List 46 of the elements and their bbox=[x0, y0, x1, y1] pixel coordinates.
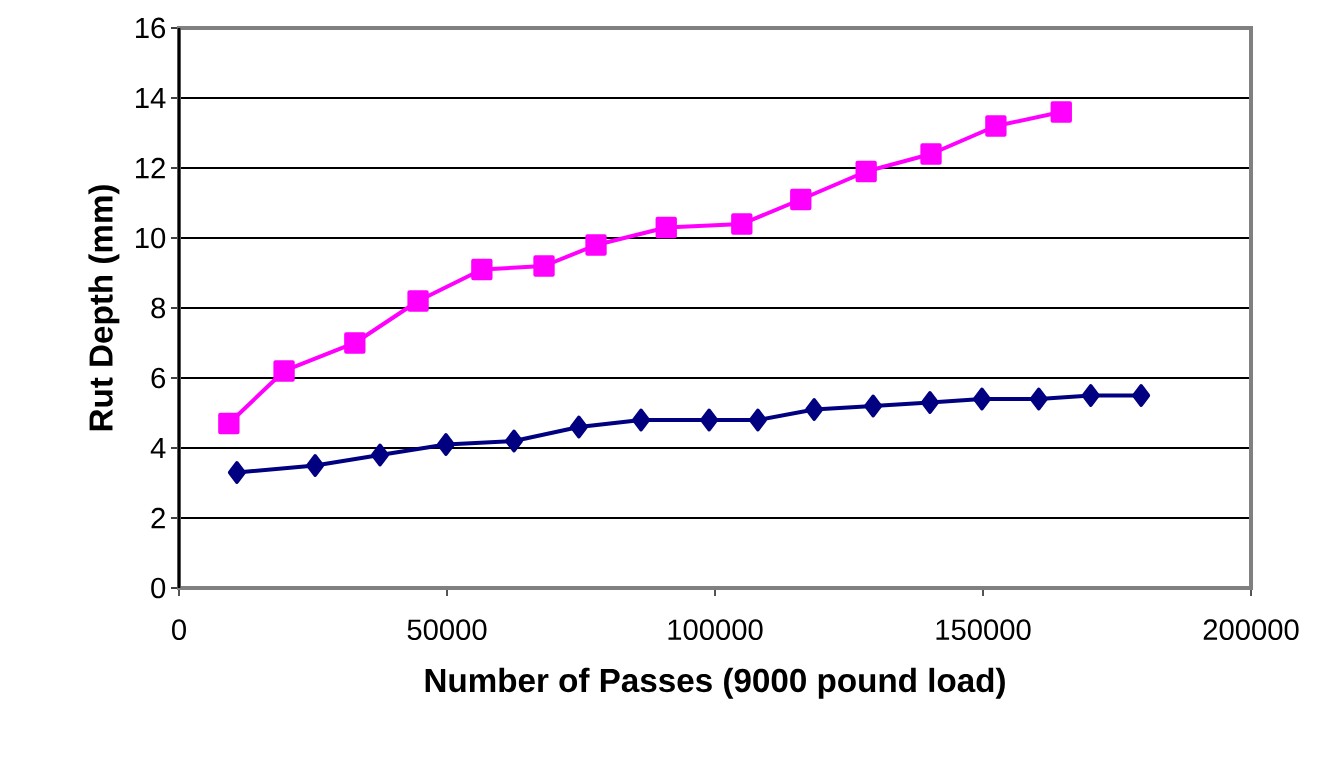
point bbox=[748, 408, 767, 432]
y-tick-label: 4 bbox=[150, 437, 166, 459]
point bbox=[227, 461, 246, 484]
point bbox=[790, 188, 812, 211]
y-tick-label: 16 bbox=[136, 17, 166, 39]
y-tick-label: 10 bbox=[136, 227, 166, 249]
y-tick-label: 12 bbox=[136, 157, 165, 179]
point bbox=[371, 443, 390, 467]
point bbox=[1081, 384, 1100, 407]
point bbox=[972, 387, 991, 411]
point bbox=[407, 290, 429, 312]
y-tick-label: 6 bbox=[151, 367, 166, 389]
point bbox=[805, 398, 824, 421]
point bbox=[436, 433, 455, 456]
x-tick-label: 200000 bbox=[1203, 619, 1299, 641]
point bbox=[585, 234, 607, 256]
point bbox=[632, 408, 651, 432]
x-tick-label: 100000 bbox=[668, 619, 763, 641]
point bbox=[985, 115, 1007, 137]
y-tick-label: 8 bbox=[151, 297, 166, 319]
point bbox=[569, 415, 588, 439]
point bbox=[1029, 387, 1048, 411]
point bbox=[655, 216, 677, 239]
y-tick-label: 2 bbox=[151, 507, 165, 529]
x-axis-title: Number of Passes (9000 pound load) bbox=[425, 667, 1005, 699]
point bbox=[731, 213, 753, 235]
point bbox=[855, 160, 877, 183]
point bbox=[920, 391, 939, 414]
point bbox=[1050, 101, 1072, 123]
y-tick-label: 14 bbox=[136, 87, 166, 109]
point bbox=[533, 255, 555, 277]
point bbox=[306, 454, 325, 477]
point bbox=[1132, 384, 1151, 407]
x-tick-label: 0 bbox=[172, 619, 186, 641]
point bbox=[920, 143, 942, 165]
point bbox=[471, 258, 493, 281]
point bbox=[344, 332, 366, 354]
x-tick-label: 50000 bbox=[407, 619, 487, 641]
y-tick-label: 0 bbox=[151, 577, 166, 599]
point bbox=[700, 408, 719, 432]
point bbox=[218, 412, 240, 435]
point bbox=[273, 360, 295, 382]
x-tick-label: 150000 bbox=[936, 619, 1031, 641]
y-axis-title: Rut Depth (mm) bbox=[88, 185, 120, 431]
point bbox=[864, 394, 883, 418]
point bbox=[505, 429, 524, 453]
